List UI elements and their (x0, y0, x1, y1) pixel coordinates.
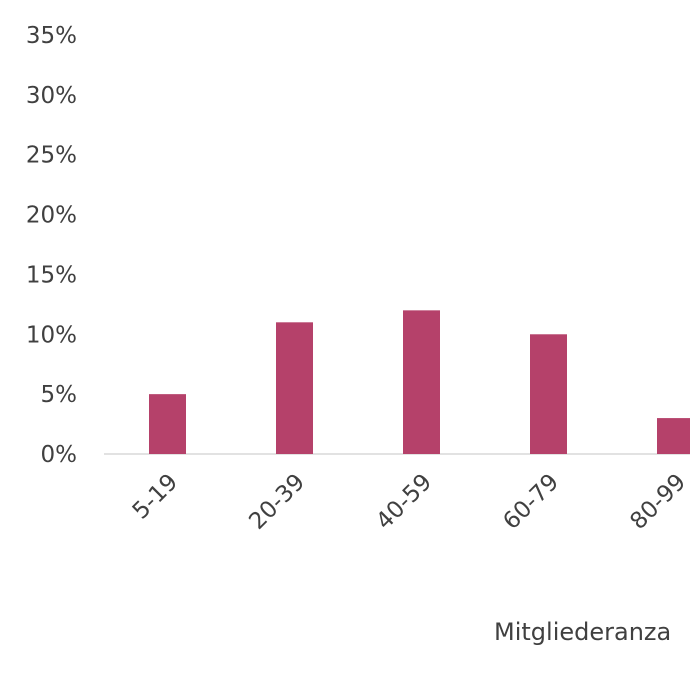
y-tick-label: 30% (26, 83, 77, 109)
bars (149, 310, 690, 454)
bar (530, 334, 567, 454)
y-tick-label: 15% (26, 262, 77, 288)
y-tick-label: 20% (26, 203, 77, 229)
y-tick-label: 35% (26, 23, 77, 49)
bar (276, 322, 313, 454)
x-tick-label: 80-99 (625, 469, 690, 535)
bar (149, 394, 186, 454)
bar (657, 418, 690, 454)
y-tick-label: 5% (41, 382, 78, 408)
x-axis-ticks: 5-19 20-39 40-59 60-79 80-99 (128, 469, 690, 535)
x-tick-label: 20-39 (244, 469, 310, 535)
y-tick-label: 0% (41, 442, 78, 468)
x-axis-title: Mitgliederanza (494, 618, 671, 646)
y-tick-label: 25% (26, 143, 77, 169)
x-tick-label: 40-59 (371, 469, 437, 535)
y-axis-ticks: 0% 5% 10% 15% 20% 25% 30% 35% (26, 23, 77, 468)
x-tick-label: 5-19 (128, 469, 183, 524)
x-tick-label: 60-79 (498, 469, 564, 535)
bar (403, 310, 440, 454)
y-tick-label: 10% (26, 322, 77, 348)
